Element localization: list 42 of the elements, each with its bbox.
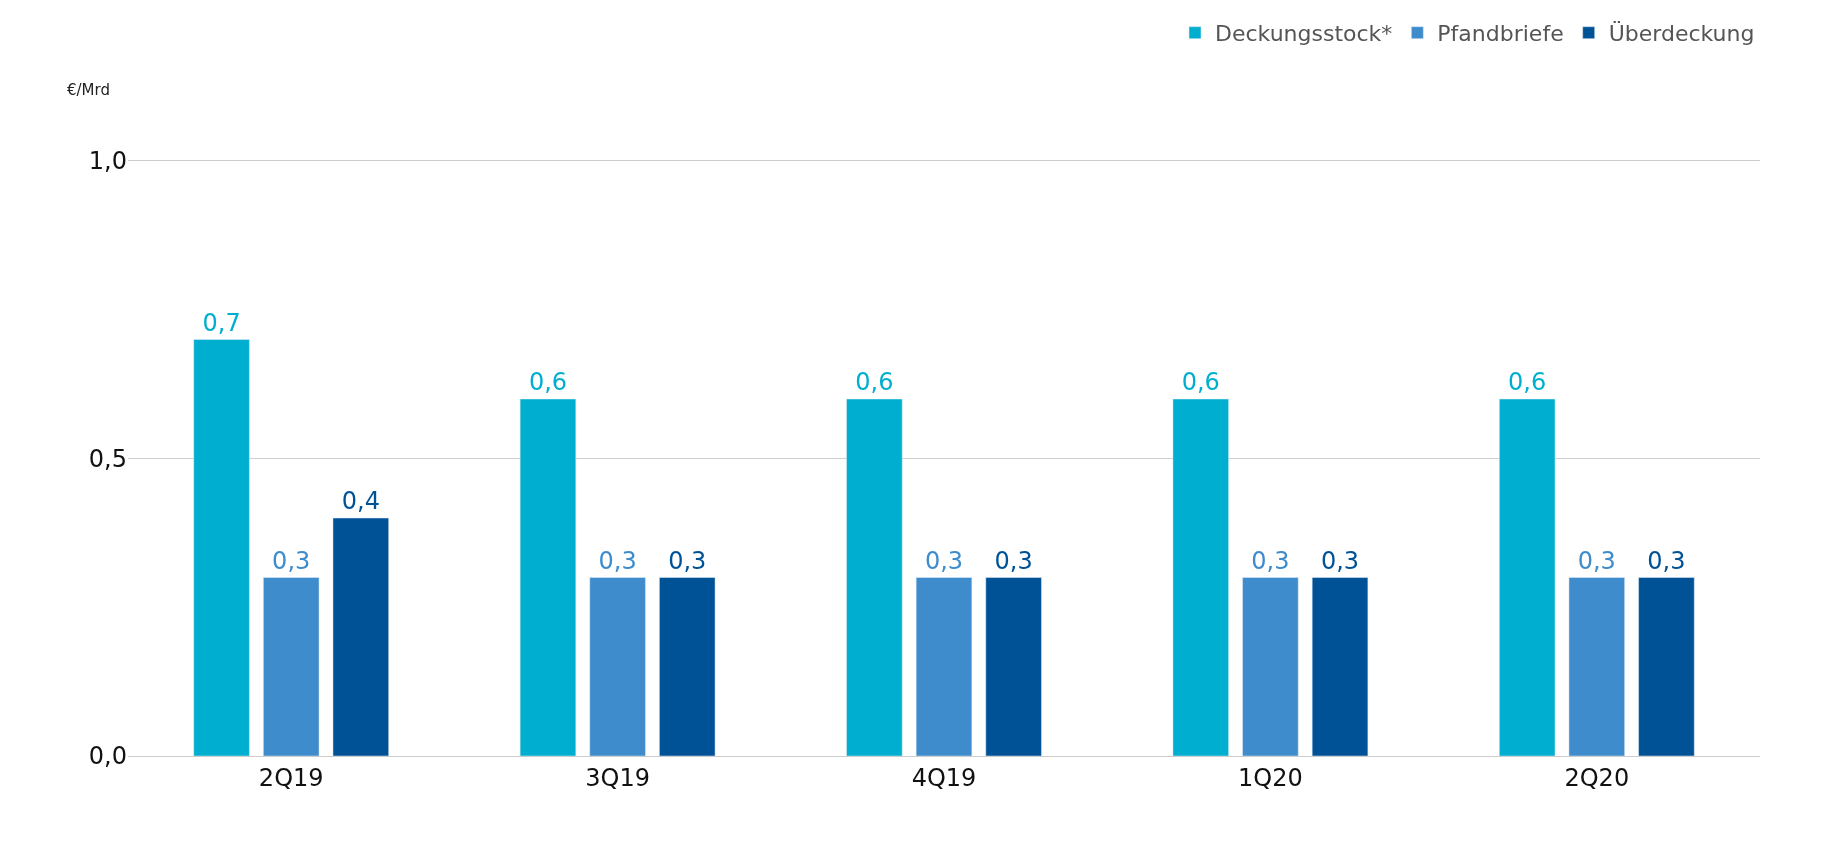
bar bbox=[193, 339, 250, 756]
y-tick-label: 0,5 bbox=[88, 444, 127, 473]
bar bbox=[1242, 577, 1299, 756]
x-tick-label: 2Q20 bbox=[1564, 763, 1630, 792]
bar bbox=[1499, 398, 1556, 756]
bar bbox=[519, 398, 577, 756]
bar bbox=[1638, 577, 1695, 756]
data-label: 0,3 bbox=[598, 546, 637, 575]
bar bbox=[915, 577, 973, 756]
bar bbox=[659, 577, 716, 756]
x-tick-label: 2Q19 bbox=[258, 763, 324, 792]
legend-label: Deckungsstock* bbox=[1215, 21, 1393, 47]
legend-label: Pfandbriefe bbox=[1437, 21, 1564, 47]
data-label: 0,3 bbox=[1647, 546, 1686, 575]
bar bbox=[1172, 398, 1229, 756]
data-label: 0,6 bbox=[1181, 368, 1220, 396]
data-label: 0,3 bbox=[1251, 546, 1290, 575]
x-tick-label: 1Q20 bbox=[1238, 763, 1303, 792]
legend-label: Überdeckung bbox=[1608, 21, 1755, 47]
bar bbox=[589, 577, 646, 756]
bar bbox=[846, 398, 903, 756]
data-label: 0,3 bbox=[668, 546, 707, 575]
data-label: 0,3 bbox=[994, 546, 1033, 575]
y-tick-label: 0,0 bbox=[88, 742, 127, 771]
x-tick-label: 4Q19 bbox=[911, 763, 977, 792]
data-label: 0,6 bbox=[855, 368, 894, 396]
data-label: 0,6 bbox=[528, 368, 568, 396]
data-label: 0,3 bbox=[1577, 546, 1616, 575]
y-axis-title: €/Mrd bbox=[67, 81, 110, 99]
bar bbox=[332, 517, 389, 756]
bar bbox=[263, 577, 320, 756]
bar bbox=[985, 577, 1042, 756]
data-label: 0,6 bbox=[1508, 368, 1547, 396]
data-label: 0,3 bbox=[924, 546, 964, 575]
x-tick-label: 3Q19 bbox=[585, 763, 650, 792]
data-label: 0,4 bbox=[341, 487, 380, 515]
y-tick-label: 1,0 bbox=[88, 147, 127, 176]
bar bbox=[1311, 577, 1369, 756]
data-label: 0,7 bbox=[202, 308, 241, 337]
data-label: 0,3 bbox=[1320, 546, 1360, 575]
data-label: 0,3 bbox=[272, 546, 311, 575]
bar bbox=[1568, 577, 1625, 756]
